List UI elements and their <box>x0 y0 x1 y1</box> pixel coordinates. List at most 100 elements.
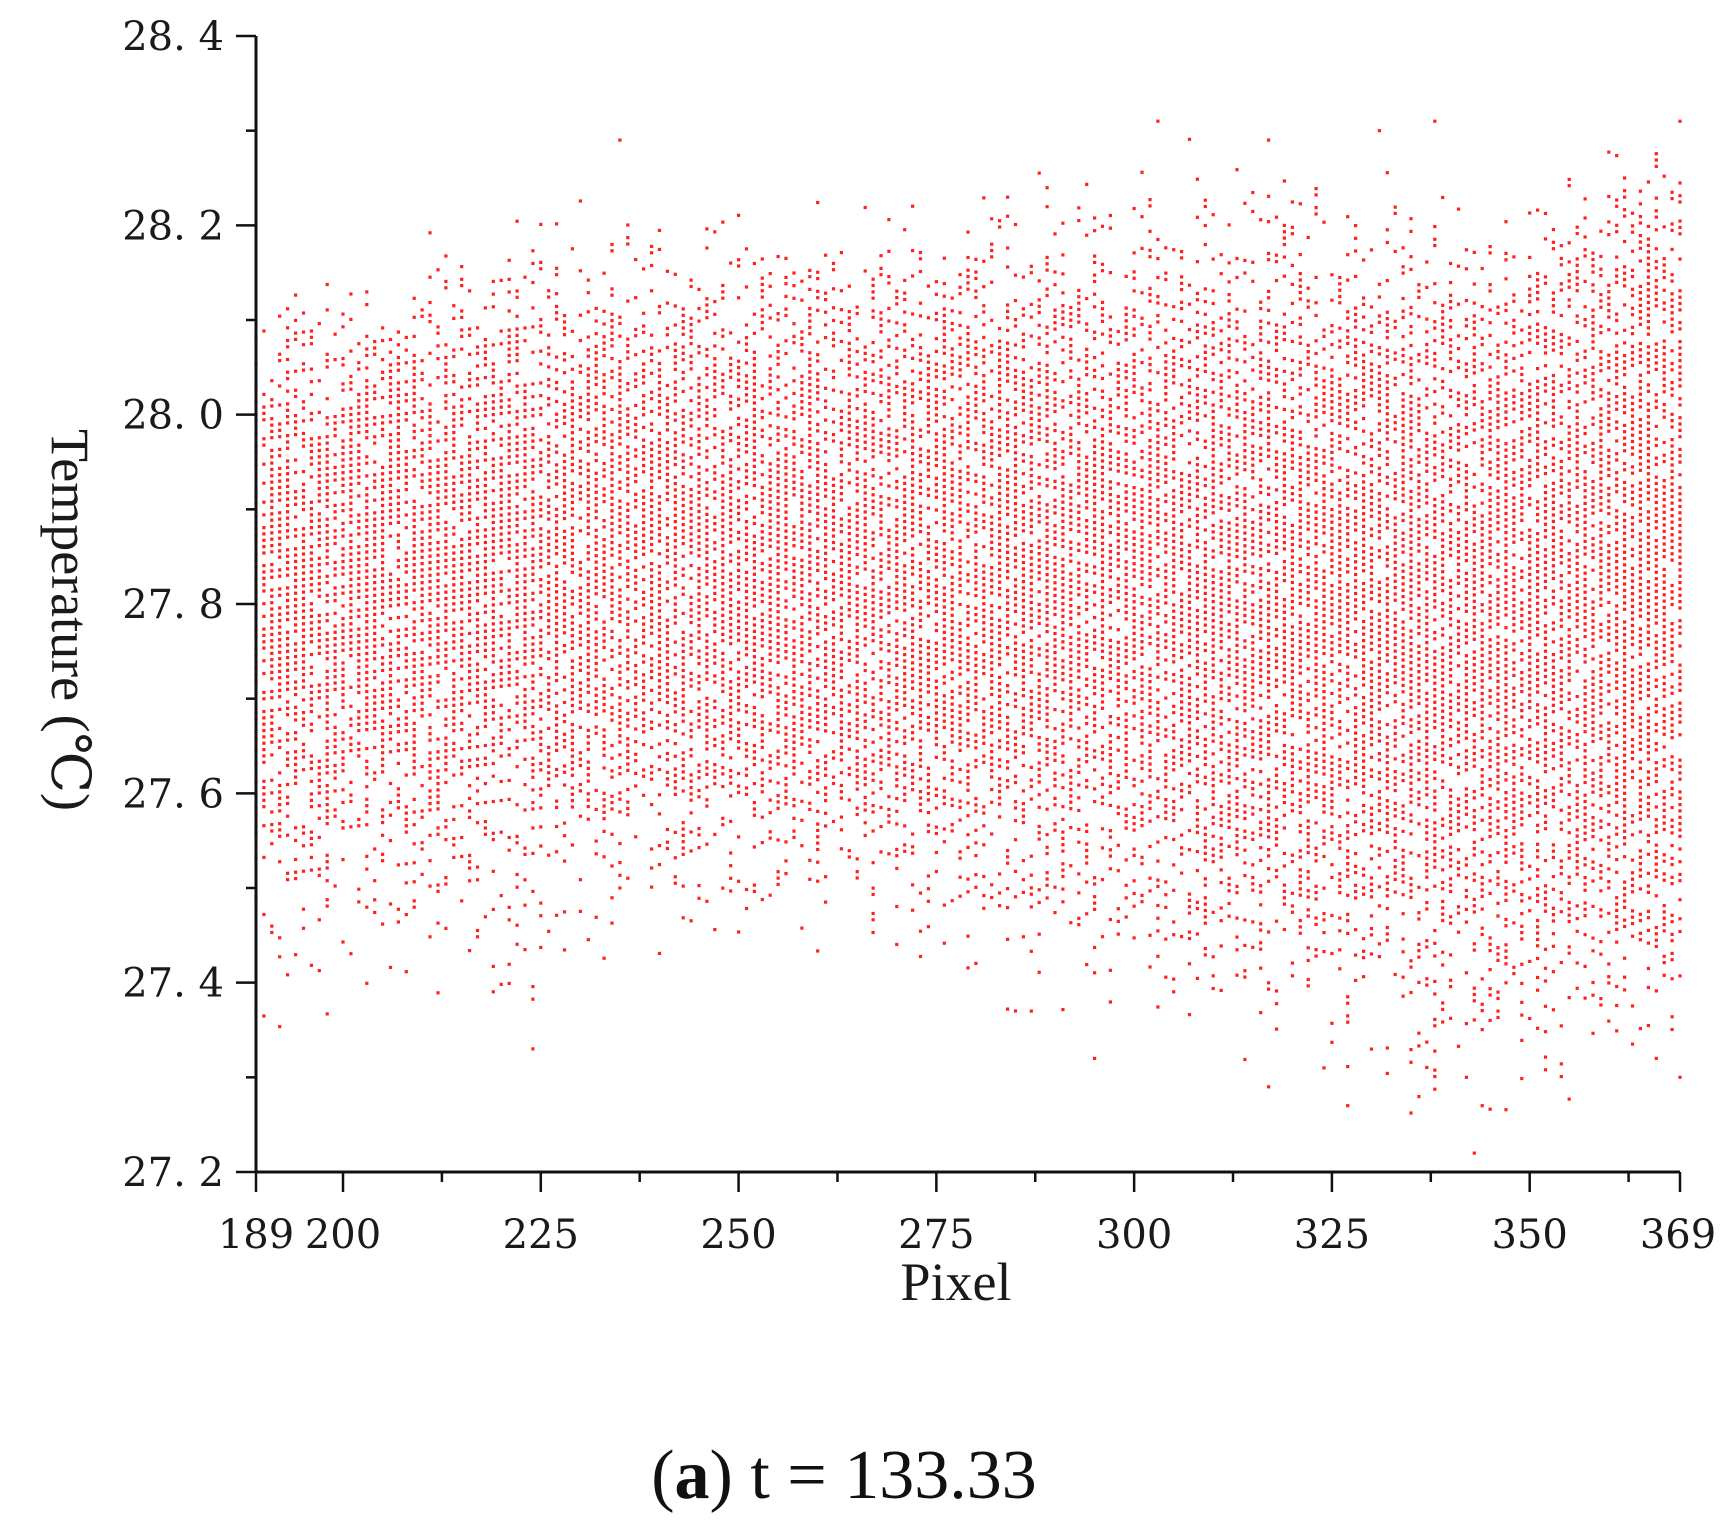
data-point <box>871 436 875 440</box>
data-point <box>808 560 812 564</box>
data-point <box>349 444 353 448</box>
data-point <box>373 473 377 477</box>
data-point <box>744 583 749 587</box>
data-point <box>816 625 820 630</box>
data-point <box>697 465 701 469</box>
data-point <box>286 497 290 501</box>
data-point <box>602 322 606 326</box>
data-point <box>610 445 614 449</box>
data-point <box>531 756 535 760</box>
data-point <box>847 563 851 567</box>
data-point <box>847 798 851 802</box>
data-point <box>634 505 638 509</box>
data-point <box>468 378 472 382</box>
data-point <box>278 822 282 826</box>
data-point <box>871 804 875 808</box>
data-point <box>642 451 646 455</box>
data-point <box>697 490 701 494</box>
data-point <box>357 399 361 403</box>
data-point <box>539 495 543 499</box>
data-point <box>278 809 282 813</box>
data-point <box>562 770 567 774</box>
data-point <box>404 678 408 682</box>
data-point <box>752 636 756 640</box>
data-point <box>863 643 867 647</box>
data-point <box>760 758 764 762</box>
data-point <box>879 596 883 600</box>
data-point <box>594 490 598 494</box>
data-point <box>626 572 630 576</box>
data-point <box>776 597 780 601</box>
data-point <box>381 687 385 691</box>
data-point <box>294 642 298 646</box>
data-point <box>855 806 859 810</box>
data-point <box>697 674 701 678</box>
data-point <box>792 651 796 656</box>
data-point <box>737 727 741 731</box>
data-point <box>396 704 400 708</box>
data-point <box>365 658 369 662</box>
data-point <box>381 561 385 565</box>
data-point <box>871 582 875 586</box>
data-point <box>483 376 487 380</box>
data-point <box>507 480 511 484</box>
data-point <box>768 386 772 390</box>
data-point <box>650 803 654 807</box>
data-point <box>760 657 764 661</box>
data-point <box>681 307 685 311</box>
data-point <box>412 506 416 510</box>
data-point <box>610 801 614 805</box>
data-point <box>729 775 733 779</box>
data-point <box>697 389 701 393</box>
data-point <box>294 623 298 627</box>
data-point <box>404 500 408 504</box>
data-point <box>570 602 574 606</box>
data-point <box>752 705 756 710</box>
data-point <box>776 591 780 595</box>
data-point <box>452 564 456 568</box>
data-point <box>570 710 574 714</box>
data-point <box>824 475 828 479</box>
data-point <box>468 714 472 718</box>
data-point <box>879 374 883 378</box>
data-point <box>294 686 298 690</box>
data-point <box>309 690 313 695</box>
data-point <box>768 563 772 567</box>
data-point <box>744 361 749 365</box>
data-point <box>341 788 345 792</box>
data-point <box>301 330 306 334</box>
data-point <box>381 465 385 469</box>
data-point <box>531 769 535 773</box>
data-point <box>483 306 487 310</box>
data-point <box>847 322 851 326</box>
data-point <box>357 614 361 619</box>
data-point <box>357 748 361 752</box>
data-point <box>673 507 677 511</box>
data-point <box>499 469 503 473</box>
data-point <box>515 479 519 483</box>
data-point <box>365 708 369 713</box>
data-point <box>547 587 551 591</box>
data-point <box>555 723 559 727</box>
data-point <box>460 728 464 732</box>
data-point <box>705 366 709 371</box>
data-point <box>594 636 598 640</box>
data-point <box>428 434 432 438</box>
data-point <box>650 371 654 375</box>
data-point <box>839 733 843 737</box>
data-point <box>547 333 551 337</box>
data-point <box>816 448 820 452</box>
data-point <box>491 457 495 461</box>
data-point <box>278 549 282 553</box>
data-point <box>839 320 843 324</box>
data-point <box>816 556 820 560</box>
data-point <box>618 639 622 643</box>
data-point <box>562 612 567 616</box>
data-point <box>301 685 306 689</box>
data-point <box>294 515 298 519</box>
data-point <box>657 564 662 569</box>
data-point <box>776 534 780 538</box>
data-point <box>816 949 820 953</box>
data-point <box>618 379 622 383</box>
data-point <box>373 771 377 775</box>
